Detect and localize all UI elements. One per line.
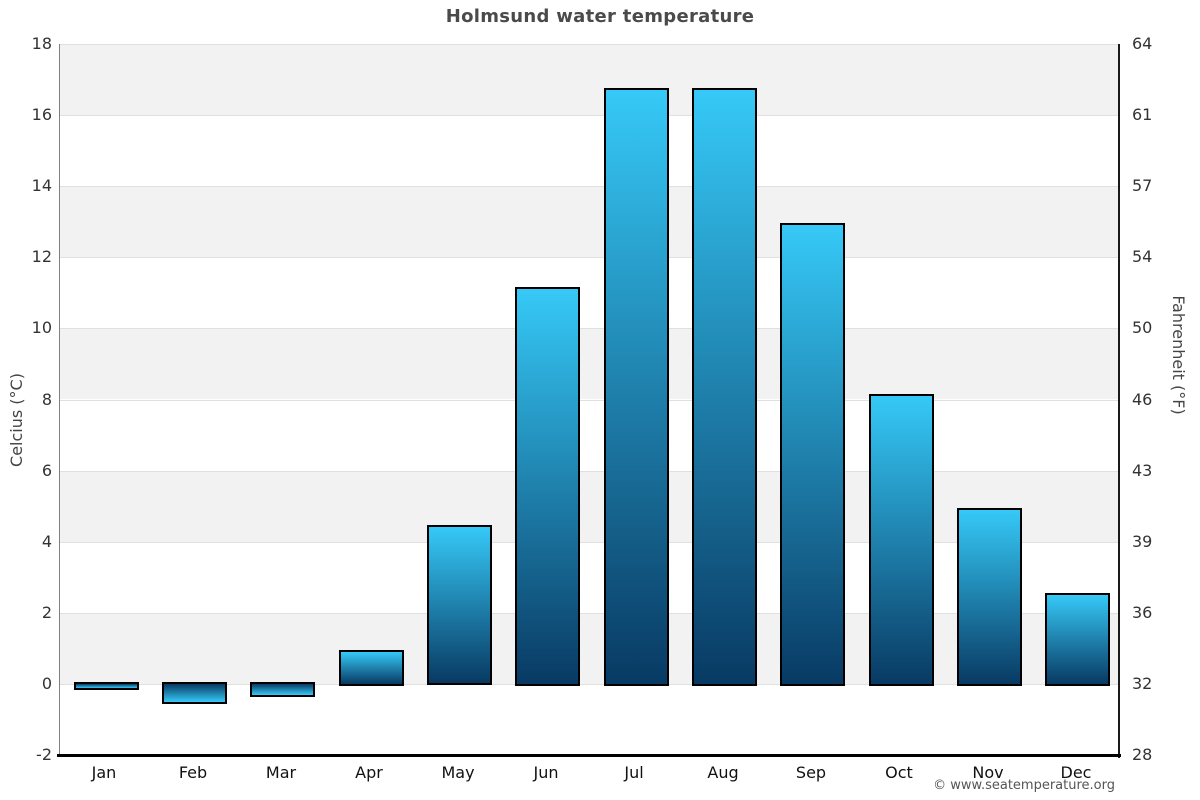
celsius-axis-title: Celcius (°C) <box>7 373 26 467</box>
fahrenheit-tick-64: 64 <box>1132 34 1153 53</box>
fahrenheit-axis-title: Fahrenheit (°F) <box>1169 295 1188 415</box>
gridline-18c <box>60 44 1120 45</box>
month-label-apr: Apr <box>355 763 383 782</box>
bar-jan[interactable] <box>74 682 139 690</box>
celsius-tick-14: 14 <box>31 176 52 195</box>
celsius-tick-0: 0 <box>41 674 52 693</box>
fahrenheit-tick-46: 46 <box>1132 390 1153 409</box>
plot-band-4-2 <box>60 542 1120 613</box>
celsius-tick-8: 8 <box>41 390 52 409</box>
bar-sep[interactable] <box>780 223 845 686</box>
month-label-jul: Jul <box>624 763 644 782</box>
celsius-tick-2: 2 <box>41 603 52 622</box>
fahrenheit-axis-line <box>1118 44 1120 758</box>
bar-feb[interactable] <box>162 682 227 704</box>
month-label-jun: Jun <box>533 763 559 782</box>
plot-band-8-6 <box>60 400 1120 471</box>
gridline-16c <box>60 115 1120 116</box>
plot-band-14-12 <box>60 186 1120 257</box>
bar-jun[interactable] <box>515 287 580 686</box>
fahrenheit-tick-36: 36 <box>1132 603 1153 622</box>
plot-band-18-16 <box>60 44 1120 115</box>
bar-nov[interactable] <box>957 508 1022 686</box>
gridline-6c <box>60 471 1120 472</box>
celsius-tick-10: 10 <box>31 318 52 337</box>
plot-band-6-4 <box>60 471 1120 542</box>
plot-band-2-0 <box>60 613 1120 684</box>
month-label-feb: Feb <box>178 763 208 782</box>
celsius-tick--2: -2 <box>36 745 52 764</box>
plot-band-10-8 <box>60 328 1120 399</box>
gridline-8c <box>60 400 1120 401</box>
bar-aug[interactable] <box>692 88 757 686</box>
celsius-tick-18: 18 <box>31 34 52 53</box>
celsius-tick-16: 16 <box>31 105 52 124</box>
plot-band-0--2 <box>60 684 1120 755</box>
plot-area <box>60 44 1120 756</box>
fahrenheit-tick-28: 28 <box>1132 745 1153 764</box>
month-label-nov: Nov <box>972 763 1004 782</box>
month-label-aug: Aug <box>707 763 739 782</box>
gridline-12c <box>60 257 1120 258</box>
fahrenheit-tick-50: 50 <box>1132 318 1153 337</box>
fahrenheit-tick-57: 57 <box>1132 176 1153 195</box>
gridline-10c <box>60 328 1120 329</box>
bar-apr[interactable] <box>339 650 404 686</box>
bar-jul[interactable] <box>604 88 669 686</box>
gridline-0c <box>60 684 1120 685</box>
month-label-sep: Sep <box>795 763 827 782</box>
bar-mar[interactable] <box>250 682 315 697</box>
month-label-mar: Mar <box>265 763 297 782</box>
gridline-14c <box>60 186 1120 187</box>
month-label-jan: Jan <box>91 763 117 782</box>
plot-band-16-14 <box>60 115 1120 186</box>
chart-title: Holmsund water temperature <box>445 6 755 27</box>
gridline-4c <box>60 542 1120 543</box>
fahrenheit-tick-54: 54 <box>1132 247 1153 266</box>
month-label-dec: Dec <box>1060 763 1092 782</box>
fahrenheit-tick-39: 39 <box>1132 532 1153 551</box>
celsius-axis-line <box>59 44 60 755</box>
celsius-tick-6: 6 <box>41 461 52 480</box>
celsius-tick-12: 12 <box>31 247 52 266</box>
gridline-2c <box>60 613 1120 614</box>
celsius-tick-4: 4 <box>41 532 52 551</box>
plot-band-12-10 <box>60 257 1120 328</box>
fahrenheit-tick-43: 43 <box>1132 461 1153 480</box>
bar-oct[interactable] <box>869 394 934 686</box>
bar-may[interactable] <box>427 525 492 685</box>
x-axis-line <box>57 754 1121 757</box>
bar-dec[interactable] <box>1045 593 1110 686</box>
fahrenheit-tick-32: 32 <box>1132 674 1153 693</box>
month-label-oct: Oct <box>885 763 913 782</box>
fahrenheit-tick-61: 61 <box>1132 105 1153 124</box>
attribution-text: © www.seatemperature.org <box>933 778 1115 793</box>
month-label-may: May <box>441 763 475 782</box>
